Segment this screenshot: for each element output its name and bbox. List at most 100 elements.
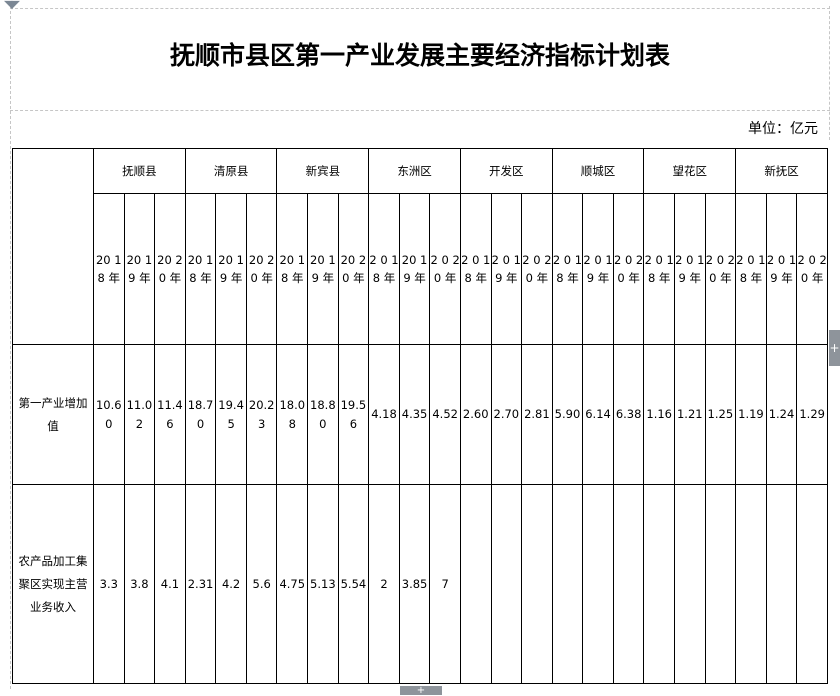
data-cell: 5.54 (337, 484, 370, 684)
data-cell: 11.46 (154, 344, 186, 485)
year-header-cell: 20 18 年 (276, 193, 309, 345)
row-label-agri-processing-revenue: 农产品加工集聚区实现主营业务收入 (12, 484, 94, 684)
year-label: 20 20 年 (157, 253, 183, 285)
year-label: 2 0 2 0 年 (797, 253, 827, 285)
year-label: 20 19 年 (401, 253, 428, 285)
year-label: 20 20 年 (340, 253, 367, 285)
data-cell: 18.70 (184, 344, 217, 485)
region-header-xinbin-county: 新宾县 (276, 148, 370, 194)
page-title: 抚顺市县区第一产业发展主要经济指标计划表 (169, 41, 670, 70)
year-label: 2 0 1 9 年 (766, 253, 797, 285)
table-row: 农产品加工集聚区实现主营业务收入 3.3 3.8 4.1 2.31 4.2 5.… (12, 484, 828, 684)
year-header-cell: 2 0 1 8 年 (551, 193, 584, 345)
year-header-cell: 2 0 2 0 年 (704, 193, 737, 345)
year-label: 20 19 年 (310, 253, 336, 285)
region-header-row: 抚顺县 清原县 新宾县 东洲区 开发区 顺城区 望花区 新抚区 (12, 148, 828, 345)
data-cell: 5.90 (551, 344, 584, 485)
year-header-cell: 2 0 2 0 年 (796, 193, 828, 345)
data-cell: 2.70 (490, 344, 523, 485)
data-cell: 6.14 (582, 344, 614, 485)
data-cell: 4.75 (276, 484, 309, 684)
year-label: 2 0 2 0 年 (522, 253, 552, 285)
year-label: 20 18 年 (279, 253, 306, 285)
data-cell (551, 484, 584, 684)
year-header-cell: 20 20 年 (154, 193, 186, 345)
year-label: 2 0 2 0 年 (705, 253, 735, 285)
region-header-dongzhou-district: 东洲区 (368, 148, 461, 194)
data-cell (765, 484, 798, 684)
year-header-cell: 2 0 1 9 年 (582, 193, 614, 345)
text-boundary-guide-middle (10, 110, 830, 111)
data-cell: 20.23 (245, 344, 278, 485)
year-header-cell: 2 0 1 9 年 (765, 193, 798, 345)
corner-drag-marker-icon[interactable]: ◥◤ (4, 0, 20, 11)
year-label: 2 0 1 9 年 (491, 253, 521, 285)
year-header-cell: 2 0 1 9 年 (673, 193, 706, 345)
year-label: 20 20 年 (248, 253, 275, 285)
year-label: 20 18 年 (95, 253, 122, 285)
data-cell: 19.45 (215, 344, 247, 485)
year-label: 20 19 年 (126, 253, 153, 285)
year-label: 2 0 1 8 年 (552, 253, 583, 285)
table-header: 抚顺县 清原县 新宾县 东洲区 开发区 顺城区 望花区 新抚区 20 18 年 … (12, 148, 828, 345)
data-cell: 2.81 (521, 344, 553, 485)
year-label: 2 0 1 8 年 (461, 253, 491, 285)
data-cell: 3.3 (93, 484, 125, 684)
data-cell: 5.13 (307, 484, 339, 684)
year-header-cell: 20 19 年 (398, 193, 431, 345)
data-cell: 2.60 (459, 344, 492, 485)
row-label-primary-industry-added-value: 第一产业增加值 (12, 344, 94, 485)
table-body: 第一产业增加值 10.60 11.02 11.46 18.70 19.45 20… (12, 344, 828, 684)
data-cell: 4.52 (429, 344, 461, 485)
year-label: 2 0 1 8 年 (736, 253, 766, 285)
data-cell: 3.8 (123, 484, 156, 684)
data-cell: 7 (429, 484, 461, 684)
data-cell: 1.19 (735, 344, 767, 485)
region-header-xinfu-district: 新抚区 (735, 148, 828, 194)
data-cell: 2 (368, 484, 400, 684)
year-label: 2 0 1 9 年 (675, 253, 705, 285)
year-header-cell: 20 18 年 (93, 193, 125, 345)
data-cell (521, 484, 553, 684)
expand-bottom-handle-plus-icon[interactable]: + (400, 686, 442, 696)
text-boundary-guide-left (10, 6, 11, 689)
data-cell: 3.85 (398, 484, 431, 684)
year-header-cell: 20 20 年 (245, 193, 278, 345)
year-label: 2 0 1 8 年 (644, 253, 674, 285)
data-cell: 19.56 (337, 344, 370, 485)
region-header-fushun-county: 抚顺县 (93, 148, 186, 194)
data-cell (459, 484, 492, 684)
year-header-cell: 2 0 1 8 年 (459, 193, 492, 345)
table-stub-header (12, 148, 94, 345)
year-label: 20 18 年 (187, 253, 214, 285)
data-cell: 1.29 (796, 344, 828, 485)
year-header-cell: 20 19 年 (307, 193, 339, 345)
data-cell: 18.08 (276, 344, 309, 485)
expand-right-handle-plus-icon[interactable]: + (829, 330, 840, 366)
data-cell: 4.2 (215, 484, 247, 684)
data-cell: 2.31 (184, 484, 217, 684)
data-cell: 1.21 (673, 344, 706, 485)
year-header-cell: 2 0 1 9 年 (490, 193, 523, 345)
year-label: 2 0 2 0 年 (430, 253, 460, 285)
text-boundary-guide-right (829, 6, 830, 140)
data-cell: 1.25 (704, 344, 737, 485)
year-header-cell: 20 19 年 (215, 193, 247, 345)
data-cell: 5.6 (245, 484, 278, 684)
text-boundary-guide-top (10, 8, 830, 9)
data-cell: 4.18 (368, 344, 400, 485)
data-cell: 4.35 (398, 344, 431, 485)
data-cell (643, 484, 675, 684)
data-cell: 4.1 (154, 484, 186, 684)
region-header-shuncheng-district: 顺城区 (551, 148, 645, 194)
economic-indicator-table: 抚顺县 清原县 新宾县 东洲区 开发区 顺城区 望花区 新抚区 20 18 年 … (12, 148, 828, 684)
data-cell: 10.60 (93, 344, 125, 485)
data-cell: 18.80 (307, 344, 339, 485)
year-header-cell: 20 19 年 (123, 193, 156, 345)
data-cell: 6.38 (612, 344, 645, 485)
region-header-wanghua-district: 望花区 (643, 148, 737, 194)
year-header-cell: 20 20 年 (337, 193, 370, 345)
year-label: 2 0 1 9 年 (583, 253, 613, 285)
data-cell (612, 484, 645, 684)
